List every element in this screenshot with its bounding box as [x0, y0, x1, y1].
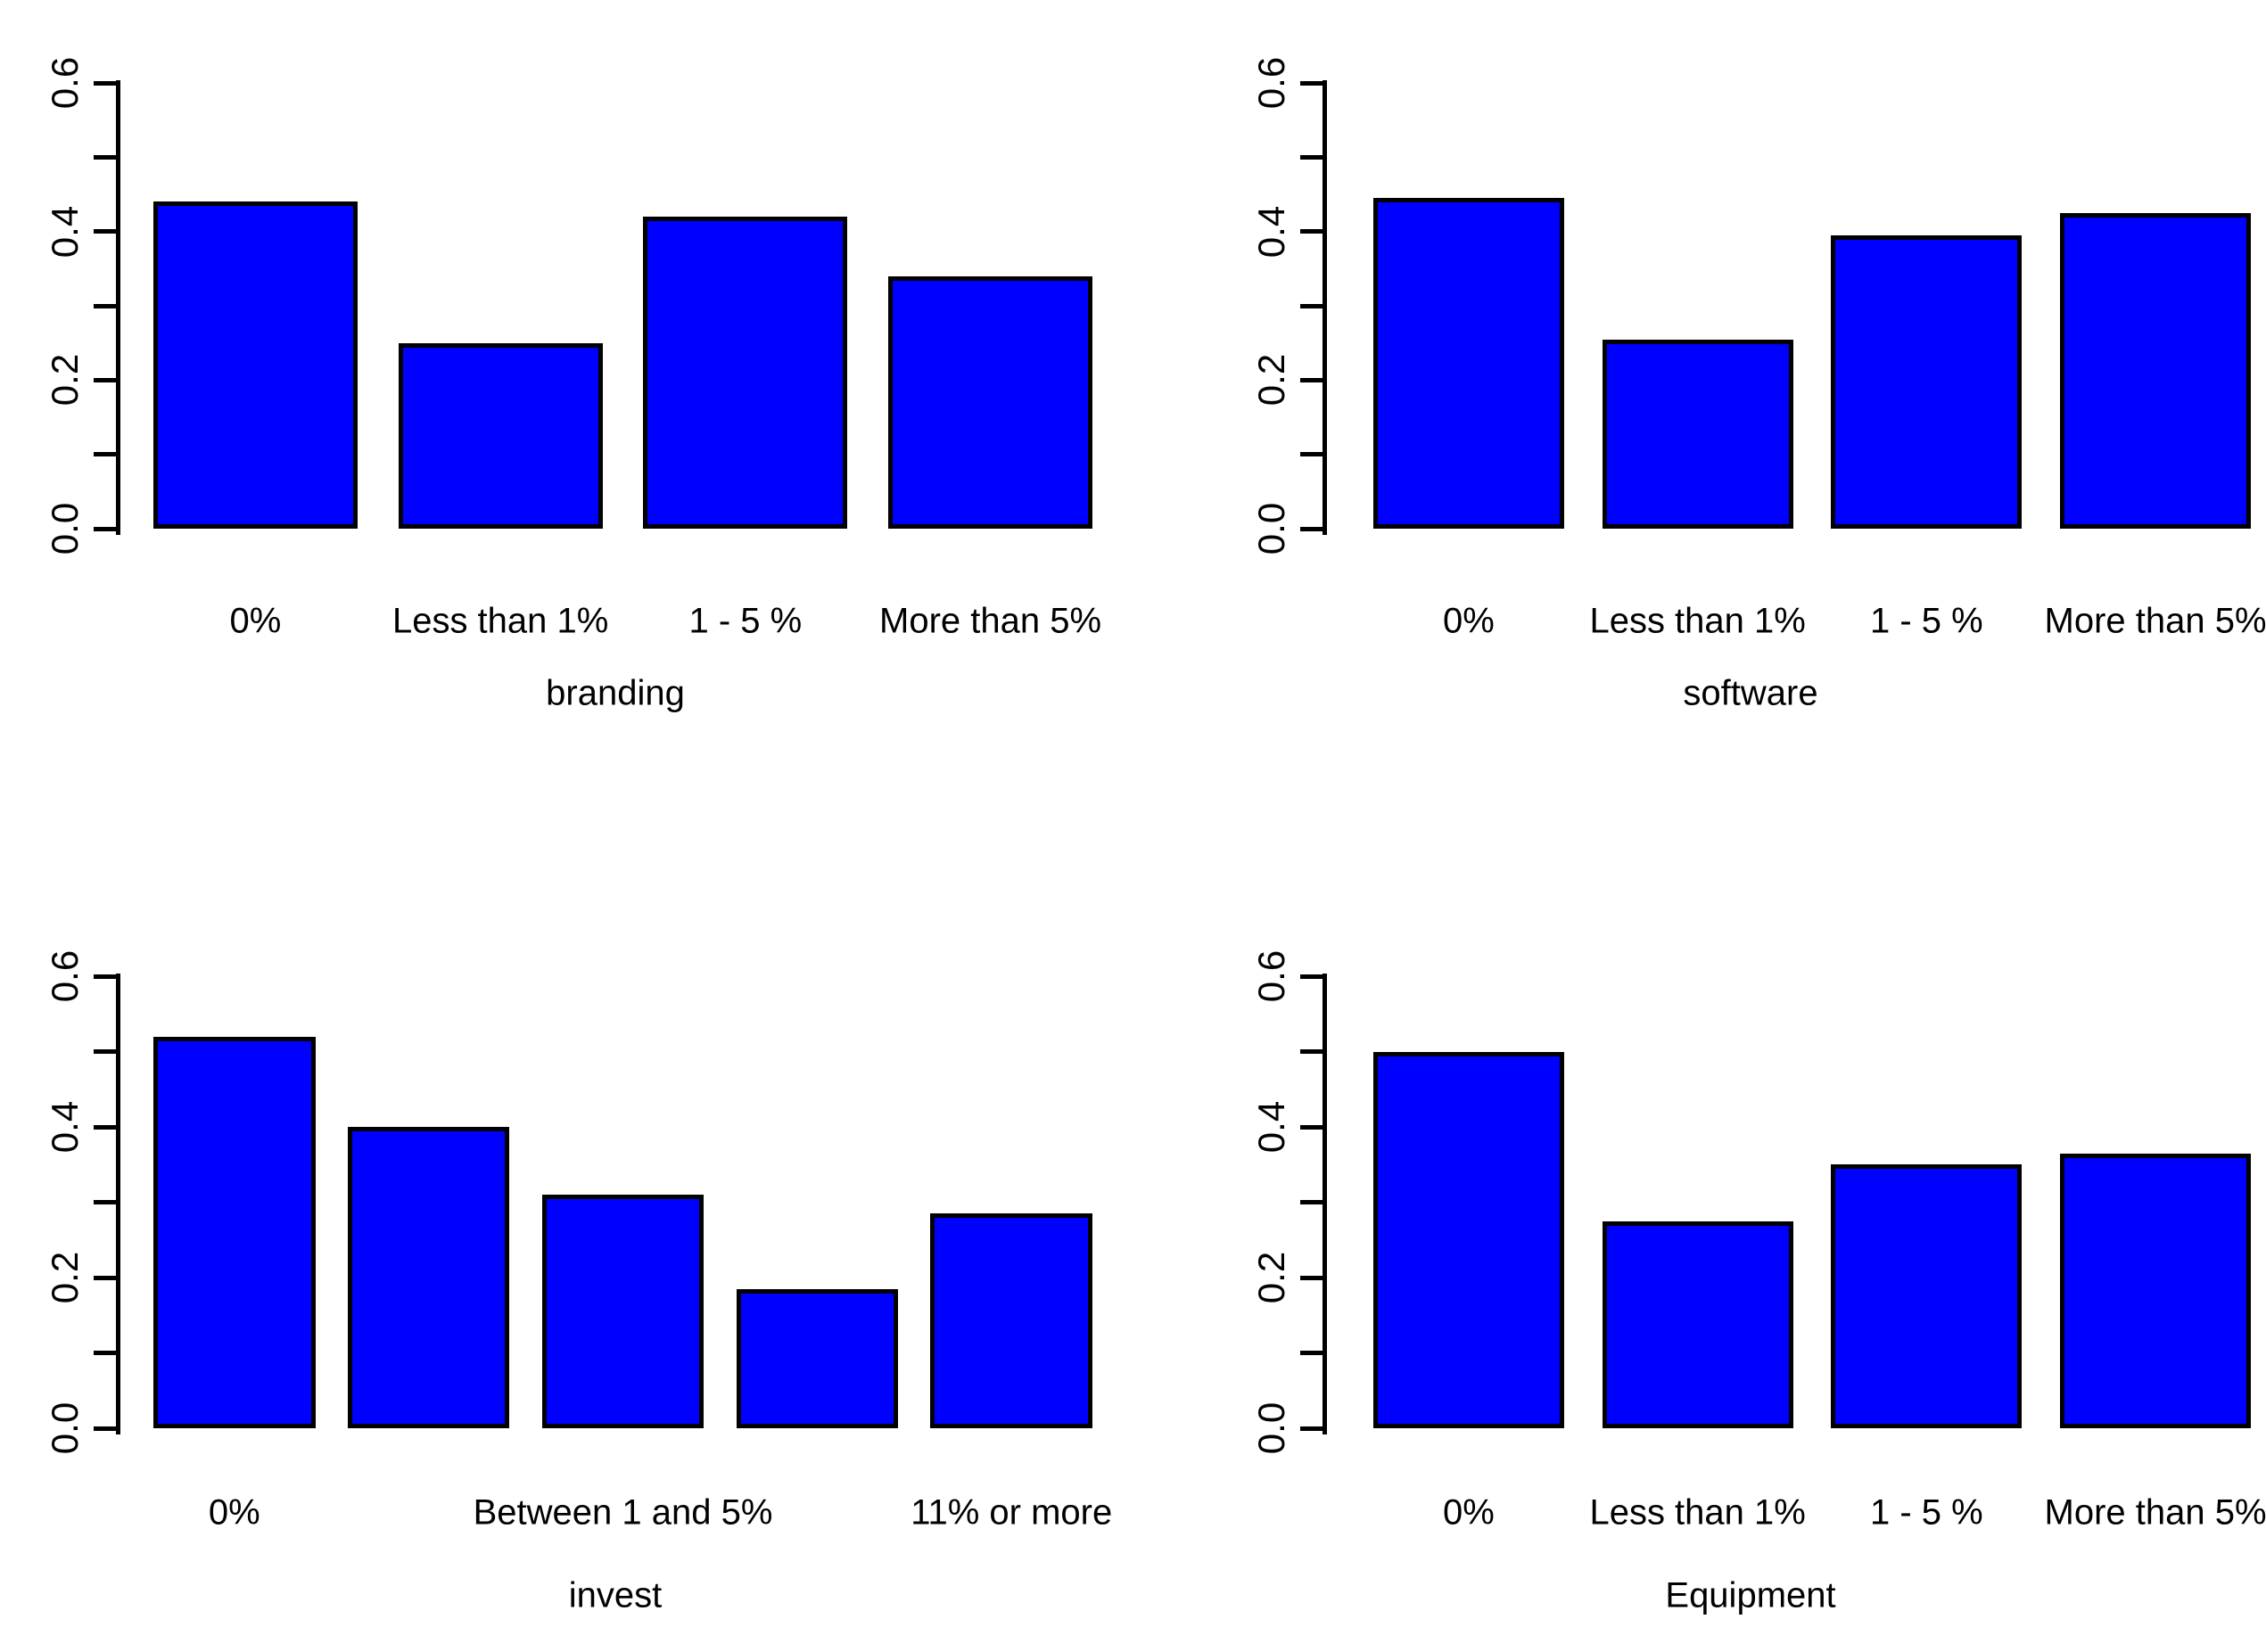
y-tick-label: 0.4	[1250, 1100, 1292, 1154]
y-tick	[94, 154, 118, 160]
bar	[153, 201, 358, 529]
y-tick	[1300, 1124, 1324, 1130]
axis-title-branding: branding	[546, 673, 685, 713]
y-tick	[94, 1275, 118, 1280]
bar	[153, 1036, 316, 1428]
x-category-label: 0%	[1443, 1492, 1495, 1533]
axis-title-invest: invest	[568, 1575, 663, 1615]
y-tick	[1300, 1200, 1324, 1204]
bar	[643, 217, 848, 529]
x-category-label: Less than 1%	[1589, 1492, 1806, 1533]
x-category-label: 1 - 5 %	[688, 601, 803, 641]
x-category-label: 1 - 5 %	[1869, 601, 1983, 641]
x-category-label: 0%	[229, 601, 282, 641]
bar	[1602, 339, 1793, 529]
y-tick-label: 0.6	[1250, 949, 1292, 1003]
bar	[347, 1127, 510, 1428]
y-tick-label: 0.0	[1250, 1401, 1292, 1455]
y-tick	[94, 1351, 118, 1355]
axis-title-equipment: Equipment	[1665, 1575, 1836, 1615]
bar	[1831, 1164, 2023, 1428]
y-tick	[1300, 974, 1324, 979]
y-tick	[94, 1049, 118, 1054]
x-category-label: More than 5%	[2044, 601, 2266, 641]
x-category-label: 1 - 5 %	[1869, 1492, 1983, 1533]
y-tick	[94, 452, 118, 457]
y-tick	[1300, 1049, 1324, 1054]
y-tick	[94, 1426, 118, 1431]
y-tick	[1300, 80, 1324, 86]
y-tick	[94, 377, 118, 382]
x-category-label: More than 5%	[879, 601, 1102, 641]
x-category-label: 0%	[1443, 601, 1495, 641]
x-category-label: Less than 1%	[1589, 601, 1806, 641]
x-category-label: 0%	[208, 1492, 260, 1533]
bar	[1602, 1221, 1793, 1428]
y-tick	[1300, 1275, 1324, 1280]
y-tick	[94, 1200, 118, 1204]
y-axis-line	[1323, 80, 1327, 535]
bar	[736, 1288, 899, 1428]
y-tick	[1300, 229, 1324, 234]
y-tick	[94, 80, 118, 86]
bar	[1373, 1051, 1564, 1428]
bar	[2060, 1153, 2251, 1428]
y-tick	[1300, 377, 1324, 382]
bar	[398, 342, 603, 529]
y-tick	[94, 974, 118, 979]
y-tick	[1300, 303, 1324, 308]
y-tick	[1300, 154, 1324, 160]
y-axis-line	[116, 974, 120, 1434]
y-tick	[1300, 1351, 1324, 1355]
y-tick	[94, 303, 118, 308]
x-category-label: Between 1 and 5%	[473, 1492, 773, 1533]
x-category-label: Less than 1%	[391, 601, 609, 641]
y-axis-line	[1323, 974, 1327, 1434]
bar	[1373, 198, 1564, 529]
y-axis-line	[116, 80, 120, 535]
y-tick	[94, 526, 118, 531]
bar	[1831, 234, 2023, 529]
axis-title-software: software	[1683, 673, 1818, 713]
x-category-label: More than 5%	[2044, 1492, 2266, 1533]
y-tick	[1300, 526, 1324, 531]
y-tick-label: 0.2	[1250, 1251, 1292, 1304]
bar	[888, 275, 1092, 529]
y-tick	[1300, 1426, 1324, 1431]
bar	[541, 1195, 705, 1428]
y-tick	[94, 1124, 118, 1130]
bar	[2060, 212, 2251, 529]
x-category-label: 11% or more	[911, 1492, 1113, 1533]
y-tick	[94, 229, 118, 234]
bar	[930, 1213, 1092, 1428]
y-tick	[1300, 452, 1324, 457]
